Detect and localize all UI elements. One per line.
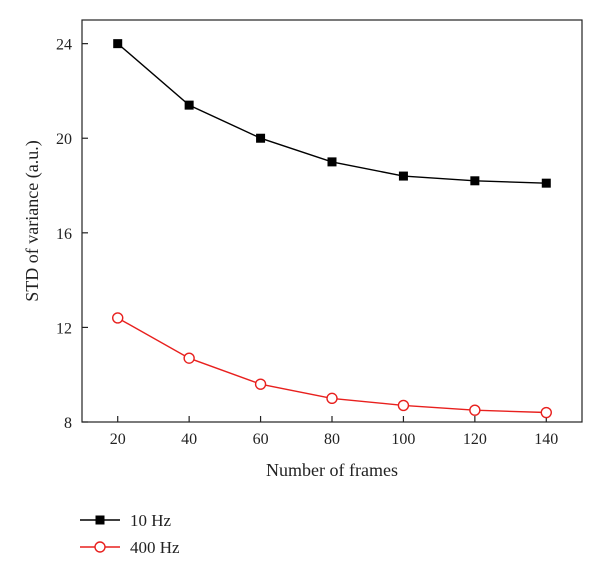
y-tick-label: 24 <box>56 37 72 54</box>
plot-frame <box>81 19 583 423</box>
legend-marker-circle <box>94 541 106 553</box>
x-tick-label: 80 <box>324 431 340 448</box>
x-tick-label: 140 <box>534 431 558 448</box>
legend-label: 10 Hz <box>130 511 172 530</box>
data-point-square <box>398 171 408 181</box>
x-tick-label: 20 <box>110 431 126 448</box>
y-tick-label: 12 <box>56 320 72 337</box>
data-point-circle <box>112 312 124 324</box>
data-point-circle <box>540 406 552 419</box>
x-tick-label: 100 <box>391 431 415 448</box>
y-tick-label: 16 <box>56 226 72 243</box>
y-axis-title: STD of variance (a.u.) <box>22 140 43 301</box>
x-axis-title: Number of frames <box>266 460 398 480</box>
data-point-circle <box>397 399 410 412</box>
data-point-circle <box>254 378 267 390</box>
legend-label: 400 Hz <box>130 538 180 557</box>
data-point-square <box>113 39 123 49</box>
y-axis: 8 12 16 20 24 <box>56 37 88 432</box>
y-tick-label: 8 <box>64 415 72 432</box>
y-tick-label: 20 <box>56 131 72 148</box>
legend: 10 Hz 400 Hz <box>80 511 180 557</box>
data-point-square <box>256 133 266 143</box>
data-point-square <box>470 176 480 186</box>
data-point-circle <box>326 392 338 405</box>
data-point-circle <box>469 404 481 416</box>
data-point-square <box>184 100 194 110</box>
legend-marker-square <box>95 515 105 525</box>
x-tick-label: 60 <box>253 431 269 448</box>
x-tick-label: 120 <box>463 431 487 448</box>
data-point-circle <box>183 352 195 364</box>
data-point-square <box>327 157 337 167</box>
series-layer <box>112 39 552 419</box>
data-point-square <box>541 178 551 188</box>
x-tick-label: 40 <box>181 431 197 448</box>
x-axis: 20 40 60 80 100 120 140 <box>110 416 558 448</box>
